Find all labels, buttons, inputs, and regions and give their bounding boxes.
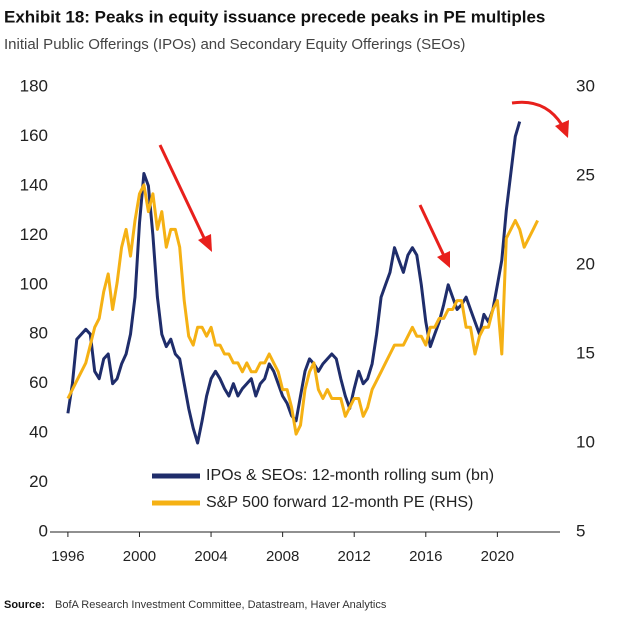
y2-tick-label: 25	[576, 165, 595, 184]
x-tick-label: 2004	[194, 548, 227, 565]
arrow	[158, 144, 207, 241]
x-tick-label: 2008	[266, 548, 299, 565]
y2-tick-label: 15	[576, 343, 595, 362]
y-tick-label: 20	[29, 472, 48, 491]
y-tick-label: 0	[39, 521, 48, 540]
y-tick-label: 60	[29, 373, 48, 392]
chart-subtitle: Initial Public Offerings (IPOs) and Seco…	[4, 36, 465, 53]
y-tick-label: 140	[20, 175, 48, 194]
x-tick-label: 2016	[409, 548, 442, 565]
y2-tick-label: 5	[576, 521, 585, 540]
source-text: BofA Research Investment Committee, Data…	[55, 599, 387, 611]
series-line	[66, 183, 539, 436]
source-label: Source:	[4, 599, 45, 611]
legend-label: IPOs & SEOs: 12-month rolling sum (bn)	[206, 467, 494, 484]
x-tick-label: 2012	[338, 548, 371, 565]
y2-tick-label: 30	[576, 76, 595, 95]
arrow-head	[198, 234, 212, 252]
annotation-arrows	[158, 100, 569, 268]
y2-tick-label: 10	[576, 432, 595, 451]
arrow-head	[437, 251, 450, 268]
arrow	[511, 100, 564, 126]
x-tick-label: 1996	[51, 548, 84, 565]
spacer	[150, 145, 205, 150]
arrow-head	[555, 120, 569, 138]
arrow	[418, 204, 447, 259]
y-tick-label: 120	[20, 225, 48, 244]
legend-label: S&P 500 forward 12-month PE (RHS)	[206, 494, 473, 511]
y-tick-label: 100	[20, 274, 48, 293]
x-tick-label: 2000	[123, 548, 156, 565]
chart-title: Exhibit 18: Peaks in equity issuance pre…	[4, 7, 545, 26]
y-tick-label: 80	[29, 324, 48, 343]
y-tick-label: 160	[20, 126, 48, 145]
series-line	[66, 121, 522, 445]
y-tick-label: 40	[29, 423, 48, 442]
y2-tick-label: 20	[576, 254, 595, 273]
x-tick-label: 2020	[481, 548, 514, 565]
y-tick-label: 180	[20, 76, 48, 95]
